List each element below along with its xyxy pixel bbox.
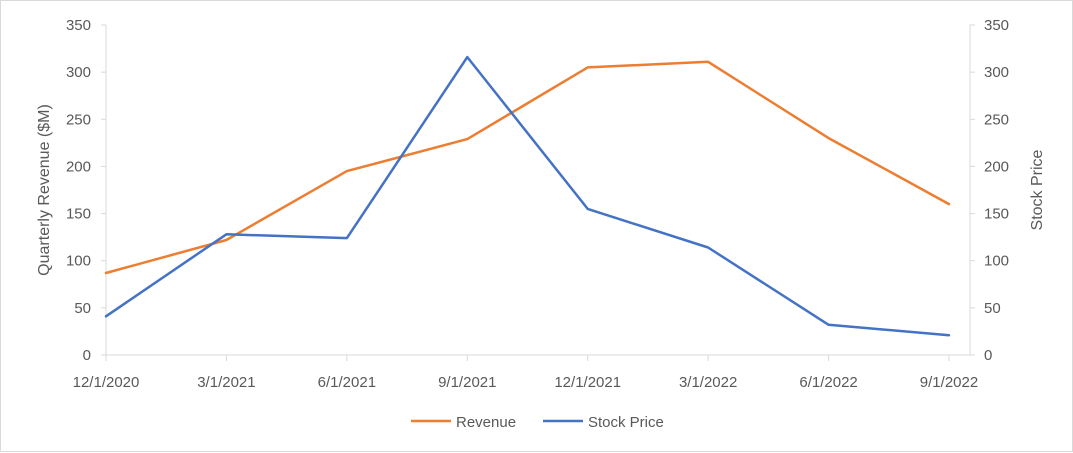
right-tick-label: 250 <box>984 111 1009 128</box>
left-tick-label: 200 <box>66 158 91 175</box>
right-tick-label: 150 <box>984 206 1009 223</box>
left-tick-label: 300 <box>66 64 91 81</box>
right-tick-label: 100 <box>984 253 1009 270</box>
x-tick-label: 9/1/2021 <box>438 374 496 391</box>
axes: 0 50 100 150 200 250 300 350 0 50 100 150 200 250 300 3… <box>66 17 1009 391</box>
right-axis-title: Stock Price <box>1029 149 1046 230</box>
legend-label-revenue: Revenue <box>456 414 516 431</box>
x-tick-label: 3/1/2021 <box>197 374 255 391</box>
left-tick-label: 250 <box>66 111 91 128</box>
x-tick-label: 12/1/2021 <box>554 374 621 391</box>
revenue-line <box>104 60 951 275</box>
x-tick-label: 3/1/2022 <box>679 374 737 391</box>
series-layer <box>104 55 951 337</box>
right-tick-label: 350 <box>984 17 1009 34</box>
x-tick-label: 6/1/2022 <box>799 374 857 391</box>
left-tick-label: 0 <box>83 347 91 364</box>
left-axis-title: Quarterly Revenue ($M) <box>36 104 53 276</box>
x-tick-label: 9/1/2022 <box>920 374 978 391</box>
right-tick-label: 200 <box>984 158 1009 175</box>
right-tick-label: 0 <box>984 347 992 364</box>
x-tick-label: 6/1/2021 <box>318 374 376 391</box>
left-tick-label: 100 <box>66 253 91 270</box>
right-tick-label: 300 <box>984 64 1009 81</box>
legend-label-stock-price: Stock Price <box>588 414 664 431</box>
left-tick-label: 50 <box>74 300 91 317</box>
stock-price-line <box>104 55 951 337</box>
x-tick-label: 12/1/2020 <box>73 374 140 391</box>
left-tick-label: 350 <box>66 17 91 34</box>
right-tick-label: 50 <box>984 300 1001 317</box>
left-tick-label: 150 <box>66 206 91 223</box>
legend: Revenue Stock Price <box>411 414 664 431</box>
